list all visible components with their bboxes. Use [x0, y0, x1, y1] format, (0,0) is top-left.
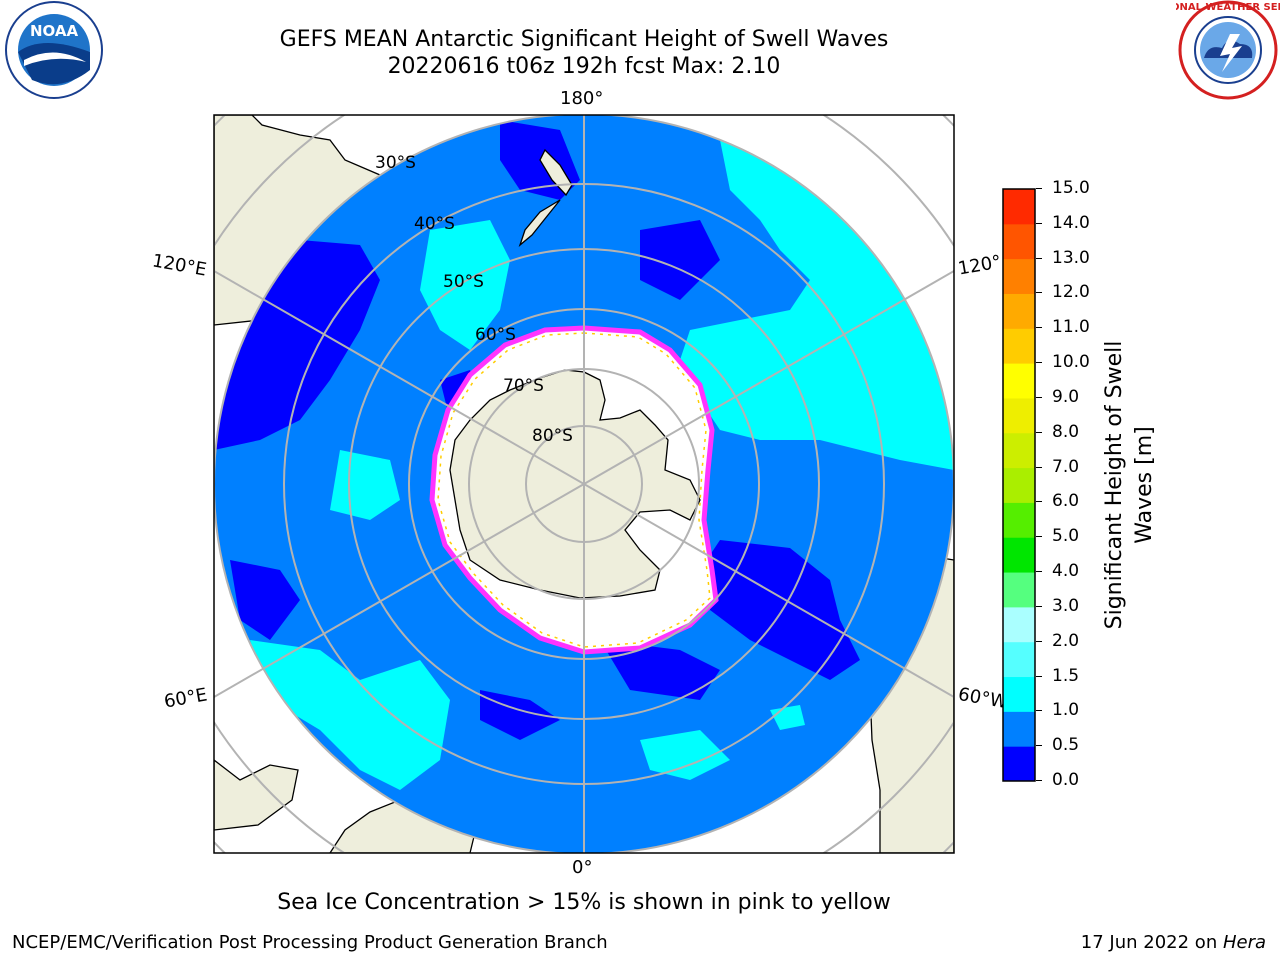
colorbar-band — [1003, 746, 1035, 782]
colorbar-band — [1003, 258, 1035, 294]
colorbar-label-line1: Significant Height of Swell — [1102, 340, 1127, 630]
colorbar-tick-mark — [1036, 396, 1042, 398]
chart-title: GEFS MEAN Antarctic Significant Height o… — [279, 27, 889, 52]
colorbar-band — [1003, 328, 1035, 364]
footer-note: Sea Ice Concentration > 15% is shown in … — [277, 890, 891, 915]
noaa-logo-text: NOAA — [30, 22, 79, 40]
colorbar-tick-label: 11.0 — [1052, 317, 1090, 338]
colorbar-tick-label: 6.0 — [1052, 491, 1080, 512]
colorbar-band — [1003, 189, 1035, 225]
footer-left: NCEP/EMC/Verification Post Processing Pr… — [12, 932, 608, 953]
colorbar-band — [1003, 363, 1035, 399]
colorbar-tick-mark — [1036, 571, 1042, 573]
swell-high-areas — [250, 140, 954, 790]
colorbar-tick-mark — [1036, 257, 1042, 259]
colorbar-tick-label: 7.0 — [1052, 456, 1080, 477]
colorbar-tick-mark — [1036, 745, 1042, 747]
colorbar-tick-label: 15.0 — [1052, 178, 1090, 198]
colorbar-band — [1003, 223, 1035, 260]
colorbar-tick-label: 8.0 — [1052, 421, 1080, 442]
map-frame — [213, 114, 955, 854]
colorbar-tick-mark — [1036, 362, 1042, 364]
colorbar-tick-mark — [1036, 188, 1042, 189]
colorbar-tick-label: 10.0 — [1052, 352, 1090, 373]
colorbar-band — [1003, 572, 1035, 608]
colorbar-tick-mark — [1036, 327, 1042, 329]
nws-logo: NATIONAL WEATHER SERVICE — [1176, 0, 1280, 100]
colorbar-band — [1003, 641, 1035, 678]
lat-label-70s: 70°S — [503, 376, 544, 396]
colorbar-tick-label: 0.0 — [1052, 770, 1080, 790]
colorbar-tick-label: 5.0 — [1052, 526, 1080, 547]
colorbar-tick-mark — [1036, 466, 1042, 468]
colorbar-tick-mark — [1036, 292, 1042, 294]
footer-host: Hera — [1222, 932, 1266, 953]
colorbar-band — [1003, 606, 1035, 643]
colorbar-label: Significant Height of Swell Waves [m] — [1100, 325, 1160, 645]
colorbar-band — [1003, 537, 1035, 573]
colorbar-tick-label: 1.0 — [1052, 700, 1080, 721]
chart-subtitle: 20220616 t06z 192h fcst Max: 2.10 — [387, 54, 781, 79]
colorbar-band — [1003, 293, 1035, 329]
colorbar-tick-mark — [1036, 605, 1042, 607]
lat-label-50s: 50°S — [443, 272, 484, 292]
colorbar-tick-label: 9.0 — [1052, 386, 1080, 407]
colorbar-tick-label: 12.0 — [1052, 282, 1090, 303]
colorbar-tick-mark — [1036, 431, 1042, 433]
colorbar-band — [1003, 502, 1035, 538]
colorbar-band — [1003, 432, 1035, 469]
latitude-labels: 30°S 40°S 50°S 60°S 70°S 80°S — [375, 153, 573, 446]
lat-label-60s: 60°S — [475, 325, 516, 345]
colorbar-tick-mark — [1036, 675, 1042, 677]
colorbar-tick-mark — [1036, 640, 1042, 642]
colorbar-tick-label: 2.0 — [1052, 630, 1080, 651]
colorbar-tick-mark — [1036, 536, 1042, 538]
footer-date: 17 Jun 2022 on — [1080, 932, 1223, 953]
lon-label-180: 180° — [560, 88, 604, 109]
colorbar-tick-label: 3.0 — [1052, 595, 1080, 616]
graticule — [214, 115, 954, 853]
colorbar-tick-mark — [1036, 501, 1042, 503]
colorbar-band — [1003, 397, 1035, 434]
colorbar — [1002, 188, 1036, 782]
colorbar-label-line2: Waves [m] — [1132, 426, 1157, 544]
colorbar-tick-label: 0.5 — [1052, 735, 1080, 756]
colorbar-band — [1003, 711, 1035, 747]
colorbar-tick-label: 14.0 — [1052, 212, 1090, 233]
noaa-logo: NOAA — [5, 1, 103, 99]
colorbar-tick-mark — [1036, 222, 1042, 224]
nws-logo-text: NATIONAL WEATHER SERVICE — [1176, 2, 1280, 13]
colorbar-tick-label: 13.0 — [1052, 247, 1090, 268]
colorbar-tick-mark — [1036, 710, 1042, 712]
lon-label-0: 0° — [572, 857, 593, 878]
lat-label-40s: 40°S — [414, 214, 455, 234]
new-zealand — [518, 148, 573, 247]
colorbar-band — [1003, 676, 1035, 712]
colorbar-tick-label: 4.0 — [1052, 561, 1080, 582]
lat-label-30s: 30°S — [375, 153, 416, 173]
lat-label-80s: 80°S — [532, 426, 573, 446]
colorbar-frame — [1002, 188, 1036, 782]
colorbar-tick-label: 1.5 — [1052, 665, 1080, 686]
colorbar-tick-mark — [1036, 780, 1042, 781]
swell-low-areas — [214, 120, 860, 740]
colorbar-band — [1003, 467, 1035, 503]
footer-right: 17 Jun 2022 on Hera — [1081, 932, 1266, 953]
